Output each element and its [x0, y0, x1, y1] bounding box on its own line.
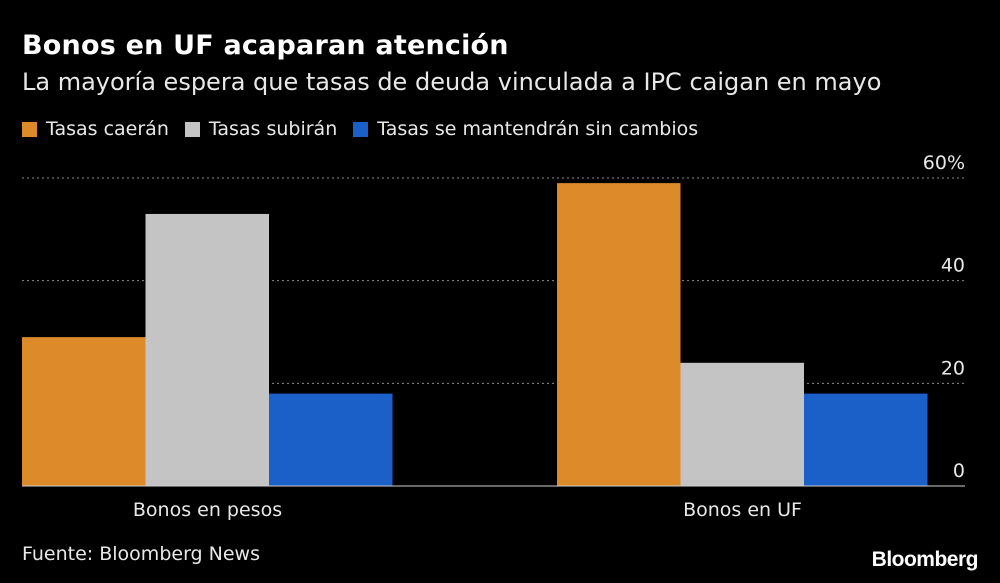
y-tick-label-0: 0	[953, 460, 965, 482]
bar-uf-series-0	[557, 183, 681, 486]
y-tick-label-20: 20	[941, 357, 965, 379]
legend-item-sin-cambios: Tasas se mantendrán sin cambios	[353, 118, 698, 140]
bar-pesos-series-0	[22, 337, 146, 486]
legend-label-subiran: Tasas subirán	[208, 118, 338, 140]
y-tick-label-60: 60%	[923, 152, 965, 174]
chart-title: Bonos en UF acaparan atención	[22, 30, 509, 61]
legend: Tasas caerán Tasas subirán Tasas se mant…	[22, 118, 714, 140]
bar-uf-series-1	[680, 362, 804, 486]
legend-item-subiran: Tasas subirán	[184, 118, 338, 140]
bar-pesos-series-1	[145, 213, 269, 486]
legend-label-caeran: Tasas caerán	[46, 118, 169, 140]
source-note: Fuente: Bloomberg News	[22, 543, 260, 565]
legend-item-caeran: Tasas caerán	[22, 118, 169, 140]
chart-subtitle: La mayoría espera que tasas de deuda vin…	[22, 68, 882, 96]
legend-swatch-subiran	[184, 121, 200, 137]
x-category-label-pesos: Bonos en pesos	[133, 499, 282, 521]
legend-swatch-caeran	[22, 121, 37, 137]
bar-pesos-series-2	[269, 393, 393, 486]
y-tick-label-40: 40	[941, 255, 965, 277]
x-category-label-uf: Bonos en UF	[683, 499, 802, 521]
legend-label-sin-cambios: Tasas se mantendrán sin cambios	[377, 118, 699, 140]
bar-uf-series-2	[804, 393, 928, 486]
bloomberg-logo: Bloomberg	[871, 548, 979, 571]
legend-swatch-sin-cambios	[353, 121, 369, 137]
